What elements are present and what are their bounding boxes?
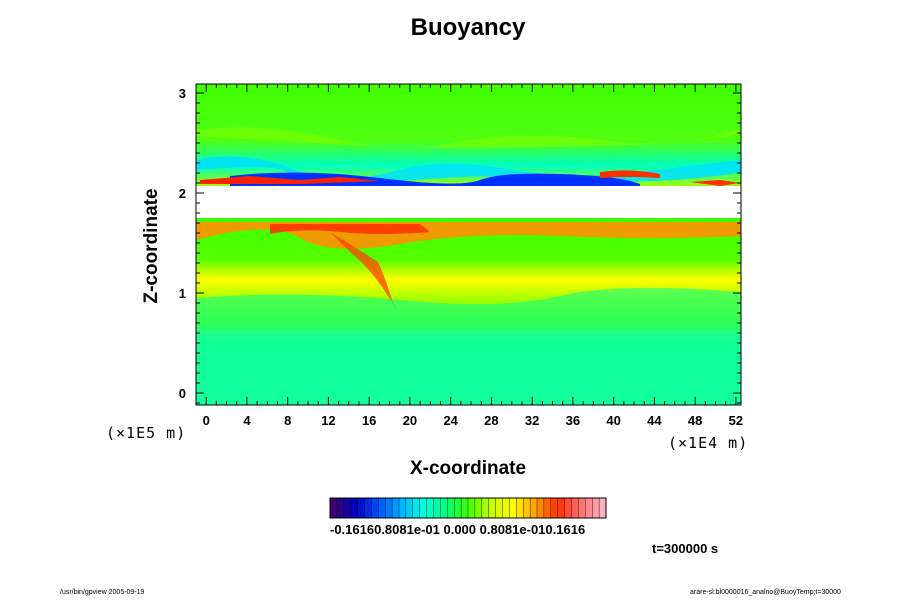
footer-right: arare-sl:bl0000016_analno@BuoyTemp;t=300… <box>690 589 841 596</box>
y-scale-label: (×1E5 m) <box>106 424 187 442</box>
warm-core <box>270 224 430 234</box>
x-tick-label: 4 <box>243 413 251 428</box>
colorbar-cell <box>412 497 421 519</box>
plot-frame <box>195 83 742 406</box>
y-axis-label: Z-coordinate <box>141 188 162 304</box>
colorbar-cell <box>419 497 428 519</box>
wave-band-red-right <box>600 170 660 178</box>
footer-left: /usr/bin/gpview 2005-09-19 <box>60 589 145 596</box>
y-tick-label: 2 <box>179 186 186 201</box>
colorbar-cell <box>488 497 497 519</box>
y-axis-tick-labels: 0 1 2 3 <box>179 86 186 401</box>
lower-cyan-base <box>196 330 741 405</box>
x-tick-label: 20 <box>403 413 417 428</box>
colorbar-cell <box>543 497 552 519</box>
colorbar-cell <box>391 497 400 519</box>
x-tick-label: 36 <box>566 413 580 428</box>
x-tick-label: 32 <box>525 413 539 428</box>
y-tick-label: 3 <box>179 86 186 101</box>
x-tick-label: 12 <box>321 413 335 428</box>
x-tick-label: 8 <box>284 413 291 428</box>
colorbar-cell <box>398 497 407 519</box>
wave-band-blue <box>230 172 640 188</box>
chart-title: Buoyancy <box>410 14 526 41</box>
colorbar-cell <box>385 497 393 519</box>
colorbar-frame <box>329 497 607 519</box>
x-tick-label: 16 <box>362 413 376 428</box>
colorbar-cell <box>426 497 435 519</box>
colorbar-cell <box>454 497 462 519</box>
x-axis-ticks <box>205 84 737 405</box>
colorbar-cell <box>447 497 455 519</box>
x-tick-label: 52 <box>729 413 743 428</box>
x-tick-label: 48 <box>688 413 702 428</box>
x-tick-label: 0 <box>203 413 210 428</box>
y-tick-label: 1 <box>179 286 186 301</box>
colorbar-cell <box>440 497 448 519</box>
blank-band <box>196 186 741 218</box>
colorbar <box>329 497 607 519</box>
x-axis-label: X-coordinate <box>409 458 527 479</box>
colorbar-cell <box>516 497 524 519</box>
x-axis-tick-labels: 0 4 8 12 16 20 24 28 32 36 40 44 48 52 <box>203 413 744 428</box>
colorbar-cell <box>523 497 531 519</box>
colorbar-cell <box>502 497 510 519</box>
colorbar-cell <box>536 497 545 519</box>
colorbar-cell <box>585 497 593 519</box>
colorbar-cell <box>578 497 586 519</box>
x-tick-label: 44 <box>647 413 662 428</box>
colorbar-cell <box>557 497 566 519</box>
colorbar-cell <box>460 497 469 519</box>
y-tick-label: 0 <box>179 386 186 401</box>
colorbar-cell <box>336 497 345 519</box>
colorbar-cell <box>371 497 379 519</box>
colorbar-cell <box>592 497 600 519</box>
colorbar-cell <box>481 497 490 519</box>
colorbar-labels: -0.16160.8081e-01 0.000 0.8081e-010.1616 <box>330 522 586 537</box>
colorbar-cell <box>529 497 538 519</box>
colorbar-cell <box>364 497 372 519</box>
colorbar-cell <box>550 497 559 519</box>
time-label: t=300000 s <box>652 541 719 556</box>
colorbar-cell <box>329 497 338 519</box>
colorbar-cell <box>433 497 441 519</box>
colorbar-cell <box>357 497 366 519</box>
colorbar-cell <box>378 497 386 519</box>
y-axis-ticks <box>196 92 741 404</box>
colorbar-cell <box>495 497 504 519</box>
colorbar-cell <box>343 497 352 519</box>
wave-band-red <box>200 176 380 184</box>
wave-band-red-far <box>690 180 740 186</box>
colorbar-cell <box>350 497 359 519</box>
colorbar-cell <box>571 497 579 519</box>
x-scale-label: (×1E4 m) <box>668 434 749 452</box>
wave-ripple-upper <box>196 127 741 148</box>
colorbar-cell <box>598 497 607 519</box>
x-tick-label: 28 <box>484 413 498 428</box>
x-tick-label: 24 <box>443 413 458 428</box>
colorbar-cell <box>509 497 517 519</box>
x-tick-label: 40 <box>606 413 620 428</box>
colorbar-cell <box>405 497 414 519</box>
colorbar-cell <box>474 497 483 519</box>
colorbar-cell <box>564 497 572 519</box>
colorbar-cell <box>467 497 476 519</box>
